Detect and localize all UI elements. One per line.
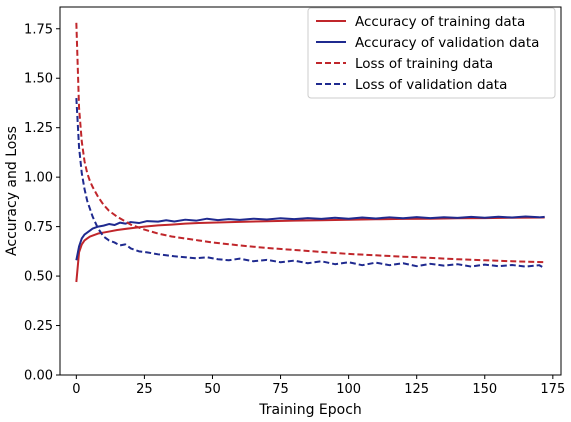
x-tick-label: 150	[472, 382, 497, 397]
legend-label: Accuracy of training data	[355, 14, 525, 30]
y-axis-label: Accuracy and Loss	[4, 126, 20, 256]
y-tick-label: 1.25	[24, 121, 53, 136]
x-tick-label: 175	[540, 382, 565, 397]
y-tick-label: 1.00	[24, 171, 53, 186]
x-axis-label: Training Epoch	[258, 402, 362, 418]
x-tick-label: 50	[204, 382, 221, 397]
x-tick-label: 0	[72, 382, 80, 397]
y-tick-label: 1.50	[24, 72, 53, 87]
x-tick-label: 75	[272, 382, 289, 397]
x-tick-label: 100	[336, 382, 361, 397]
y-tick-label: 1.75	[24, 22, 53, 37]
plot-frame	[59, 6, 562, 376]
y-tick-label: 0.75	[24, 220, 53, 235]
x-axis: 0 25 50 75 100 125 150 175	[72, 375, 565, 397]
legend-label: Accuracy of validation data	[355, 35, 539, 51]
legend: Accuracy of training data Accuracy of val…	[307, 7, 556, 99]
y-tick-label: 0.50	[24, 270, 53, 285]
y-tick-label: 0.00	[24, 369, 53, 384]
legend-box	[307, 7, 556, 99]
legend-label: Loss of validation data	[355, 77, 507, 93]
series-line-loss-of-validation-data	[75, 97, 546, 270]
x-tick-label: 125	[404, 382, 429, 397]
x-tick-label: 25	[136, 382, 153, 397]
series-layer	[75, 22, 546, 283]
legend-label: Loss of training data	[355, 56, 493, 72]
y-tick-label: 0.25	[24, 319, 53, 334]
y-axis: 0.00 0.25 0.50 0.75 1.00 1.25 1.50 1.75	[24, 22, 60, 384]
series-line-accuracy-of-validation-data	[75, 215, 545, 261]
series-line-loss-of-training-data	[75, 22, 545, 264]
